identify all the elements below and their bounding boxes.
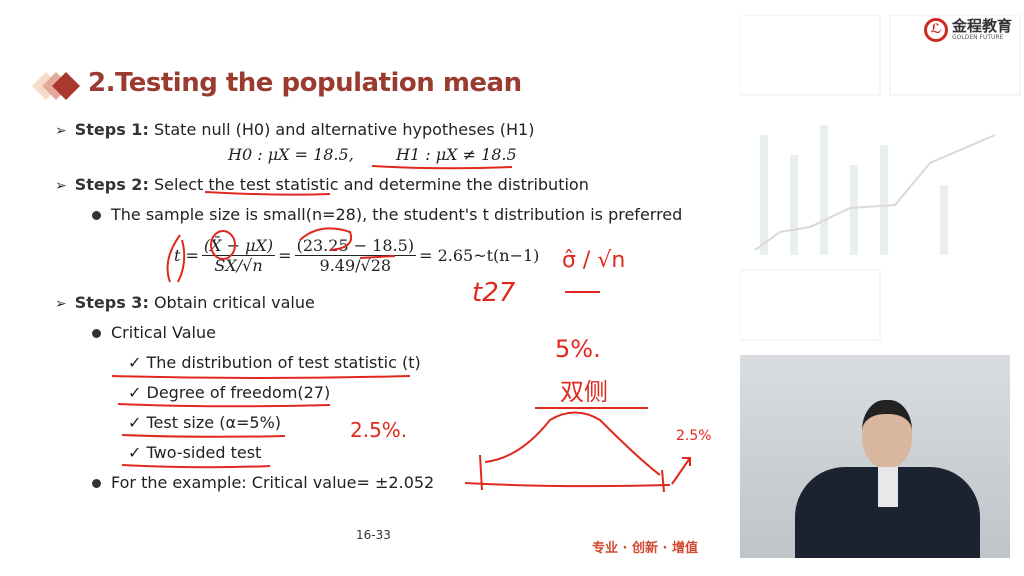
bullet-dot-icon [92,211,101,220]
num1: (X̄ − μX) [201,236,276,256]
axis-line [464,482,671,488]
logo-sub: GOLDEN FUTURE [952,34,1004,41]
h0: H0 : μX = 18.5, [228,145,354,164]
hw-5pct: 5%. [555,335,601,363]
den2: 9.49/√28 [319,256,392,275]
circle-xbar [210,230,236,260]
example-text: For the example: Critical value= ±2.052 [111,473,435,492]
check-item: ✓ Degree of freedom(27) [128,383,331,402]
hw-sigma: σ̂ / √n [562,248,626,273]
slogan: 专业 · 创新 · 增值 [592,541,698,556]
step3-bullet-text: Critical Value [111,323,216,342]
title-diamonds-icon [32,72,80,100]
formula-eq: = [278,246,292,265]
arrow-bullet-icon: ➢ [55,178,67,194]
example-line: For the example: Critical value= ±2.052 [92,473,434,492]
slide-title: 2.Testing the population mean [88,68,522,98]
step2-bullet-text: The sample size is small(n=28), the stud… [111,205,683,224]
bell-curve [484,411,661,476]
hw-2.5pct: 2.5%. [350,418,408,442]
handwritten-annotations [111,165,691,493]
step1-label: Steps 1: [74,120,149,139]
logo-emblem-icon: ℒ [924,18,948,42]
step1-line: ➢ Steps 1: State null (H0) and alternativ… [55,120,534,139]
logo-text: 金程教育 [952,17,1013,35]
check-item: ✓ The distribution of test statistic (t) [128,353,421,372]
page-number: 16-33 [356,528,391,542]
background-graphic [740,15,1021,341]
step1-text: State null (H0) and alternative hypothes… [153,120,535,139]
arrow-bullet-icon: ➢ [55,123,67,139]
check-item: ✓ Test size (α=5%) [128,413,282,432]
step2-text: Select the test statistic and determine … [153,175,589,194]
circle-t [166,234,186,283]
step3-label: Steps 3: [74,293,149,312]
hw-t27: t27 [472,278,516,308]
den1: SX/√n [214,256,263,275]
arrow-bullet-icon: ➢ [55,296,67,312]
formula-result: = 2.65~t(n−1) [419,246,540,265]
hw-tail: 2.5% [676,428,712,444]
check-item: ✓ Two-sided test [128,443,262,462]
t-formula: t = (X̄ − μX) SX/√n = (23.25 − 18.5) 9.49/… [174,236,539,275]
formula-t: t = [174,246,199,265]
presenter-video[interactable] [740,355,1010,558]
step3-line: ➢ Steps 3: Obtain critical value [55,293,315,312]
bullet-dot-icon [92,329,101,338]
fraction-1: (X̄ − μX) SX/√n [201,236,276,275]
step2-bullet: The sample size is small(n=28), the stud… [92,205,682,224]
step2-label: Steps 2: [74,175,149,194]
bullet-dot-icon [92,479,101,488]
logo: ℒ 金程教育 GOLDEN FUTURE [924,18,1012,42]
step3-bullet: Critical Value [92,323,216,342]
h1: H1 : μX ≠ 18.5 [396,145,517,164]
underline-h1 [371,165,513,170]
presenter-head [862,400,912,468]
step2-line: ➢ Steps 2: Select the test statistic and … [55,175,589,194]
hw-two-sided: 双侧 [560,378,608,406]
underline-test-statistic [204,191,331,196]
num2: (23.25 − 18.5) [294,236,417,256]
step3-text: Obtain critical value [153,293,315,312]
fraction-2: (23.25 − 18.5) 9.49/√28 [294,236,417,275]
circle-23.25 [299,227,352,251]
